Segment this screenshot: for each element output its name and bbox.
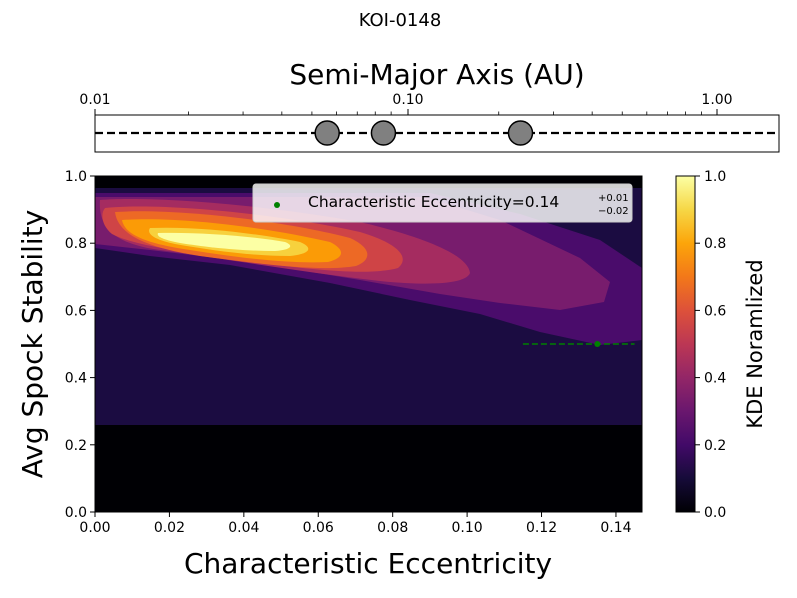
colorbar-tick-label-5: 1.0 [704, 169, 726, 185]
legend-marker [274, 202, 280, 208]
legend-box [252, 183, 633, 223]
planet-markers [314, 120, 534, 146]
legend: Characteristic Eccentricity=0.14 +0.01 −… [252, 183, 633, 223]
kde-contours [95, 188, 642, 425]
top-tick-label-2: 1.00 [701, 92, 732, 108]
top-tick-label-1: 0.10 [392, 92, 423, 108]
colorbar-tick-label-3: 0.6 [704, 303, 726, 319]
x-tick-label-7: 0.14 [600, 520, 631, 536]
y-axis: 0.0 0.2 0.4 0.6 0.8 1.0 [65, 169, 95, 521]
x-tick-label-2: 0.04 [228, 520, 259, 536]
y-tick-label-2: 0.4 [65, 371, 87, 387]
legend-sup: +0.01 [598, 193, 629, 204]
axis-panel-top: Semi-Major Axis (AU) 0.01 0.10 1.00 [79, 58, 780, 153]
x-axis: 0.00 0.02 0.04 0.06 0.08 0.10 0.12 0.14 [79, 512, 632, 536]
x-tick-label-5: 0.10 [452, 520, 483, 536]
x-tick-label-6: 0.12 [526, 520, 557, 536]
planet-marker-1 [370, 120, 397, 146]
figure-title: KOI-0148 [359, 10, 442, 31]
y-tick-label-3: 0.6 [65, 303, 87, 319]
colorbar-tick-label-0: 0.0 [704, 505, 726, 521]
colorbar-tick-label-2: 0.4 [704, 371, 726, 387]
planet-marker-0 [314, 120, 340, 146]
characteristic-eccentricity-marker [522, 341, 635, 347]
legend-label: Characteristic Eccentricity=0.14 [308, 193, 559, 211]
legend-label-text: Characteristic Eccentricity=0.14 [308, 193, 559, 211]
y-tick-label-5: 1.0 [65, 169, 87, 185]
colorbar-tick-label-4: 0.8 [704, 236, 726, 252]
colorbar-ticks: 0.0 0.2 0.4 0.6 0.8 1.0 [695, 169, 726, 521]
x-tick-label-3: 0.06 [303, 520, 334, 536]
y-tick-label-4: 0.8 [65, 236, 87, 252]
top-axis-major-ticks [94, 109, 718, 115]
plot-frame [94, 175, 643, 513]
marker-point [594, 341, 601, 347]
colorbar-label: KDE Noramlized [743, 259, 767, 428]
x-tick-label-0: 0.00 [79, 520, 110, 536]
legend-sub: −0.02 [598, 206, 629, 217]
top-tick-label-0: 0.01 [79, 92, 110, 108]
x-axis-label: Characteristic Eccentricity [184, 547, 552, 580]
colorbar-tick-label-1: 0.2 [704, 438, 726, 454]
x-tick-label-4: 0.08 [377, 520, 408, 536]
kde-contour-level-9 [157, 232, 291, 251]
y-tick-label-1: 0.2 [65, 438, 87, 454]
top-axis-minor-ticks [188, 111, 702, 115]
colorbar: 0.0 0.2 0.4 0.6 0.8 1.0 KDE Noramlized [675, 169, 767, 521]
top-axis-label: Semi-Major Axis (AU) [289, 58, 584, 91]
colorbar-gradient [675, 175, 696, 513]
x-tick-label-1: 0.02 [154, 520, 185, 536]
y-tick-label-0: 0.0 [65, 505, 87, 521]
y-axis-label: Avg Spock Stability [16, 210, 49, 479]
planet-marker-2 [507, 120, 534, 146]
kde-plot-area [94, 175, 643, 513]
